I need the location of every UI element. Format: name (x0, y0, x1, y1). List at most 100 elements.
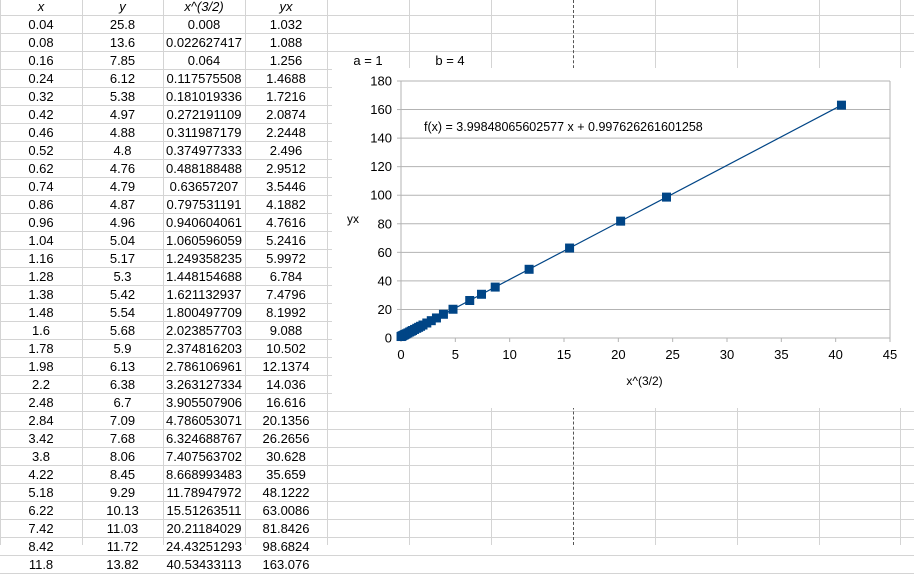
table-cell[interactable]: 4.87 (109, 197, 136, 212)
param-a-cell[interactable]: a = 1 (353, 53, 383, 68)
table-cell[interactable]: 2.2 (31, 377, 51, 392)
table-cell[interactable]: 3.8 (31, 449, 51, 464)
table-cell[interactable]: 1.800497709 (166, 305, 242, 320)
table-cell[interactable]: 1.088 (269, 35, 303, 50)
table-cell[interactable]: 0.064 (187, 53, 221, 68)
table-cell[interactable]: 7.42 (28, 521, 54, 536)
table-cell[interactable]: 0.008 (187, 17, 221, 32)
table-cell[interactable]: 6.13 (109, 359, 136, 374)
table-cell[interactable]: 1.6 (31, 323, 51, 338)
table-cell[interactable]: 1.621132937 (166, 287, 242, 302)
table-cell[interactable]: 7.4796 (266, 287, 306, 302)
table-cell[interactable]: 4.1882 (266, 197, 306, 212)
table-cell[interactable]: 5.2416 (266, 233, 306, 248)
table-cell[interactable]: 10.502 (266, 341, 306, 356)
table-cell[interactable]: 4.8 (113, 143, 132, 158)
table-cell[interactable]: 1.448154688 (166, 269, 242, 284)
table-cell[interactable]: 0.797531191 (166, 197, 242, 212)
table-cell[interactable]: 3.905507906 (166, 395, 242, 410)
table-cell[interactable]: 63.0086 (262, 503, 310, 518)
table-cell[interactable]: 4.76 (109, 161, 136, 176)
table-cell[interactable]: 0.311987179 (166, 125, 242, 140)
table-cell[interactable]: 0.96 (28, 215, 54, 230)
table-cell[interactable]: 1.38 (28, 287, 54, 302)
table-cell[interactable]: 15.51263511 (166, 503, 242, 518)
table-cell[interactable]: 6.12 (109, 71, 136, 86)
table-cell[interactable]: 40.53433113 (166, 557, 242, 572)
table-cell[interactable]: 4.96 (109, 215, 136, 230)
table-cell[interactable]: 0.940604061 (166, 215, 242, 230)
table-cell[interactable]: 2.84 (28, 413, 54, 428)
table-cell[interactable]: 8.42 (28, 539, 54, 554)
table-cell[interactable]: 8.668993483 (166, 467, 242, 482)
table-cell[interactable]: 0.08 (28, 35, 54, 50)
table-cell[interactable]: 20.21184029 (166, 521, 242, 536)
table-cell[interactable]: 2.48 (28, 395, 54, 410)
table-cell[interactable]: 7.407563702 (166, 449, 242, 464)
table-cell[interactable]: 13.82 (106, 557, 139, 572)
table-cell[interactable]: 25.8 (109, 17, 136, 32)
table-cell[interactable]: 5.9972 (266, 251, 306, 266)
table-cell[interactable]: 2.374816203 (166, 341, 242, 356)
table-cell[interactable]: 1.78 (28, 341, 54, 356)
table-cell[interactable]: 163.076 (262, 557, 310, 572)
table-cell[interactable]: 1.16 (28, 251, 54, 266)
table-cell[interactable]: 0.022627417 (166, 35, 242, 50)
table-cell[interactable]: 1.28 (28, 269, 54, 284)
table-cell[interactable]: 4.97 (109, 107, 136, 122)
table-cell[interactable]: 2.496 (269, 143, 303, 158)
table-cell[interactable]: 10.13 (106, 503, 139, 518)
table-cell[interactable]: 11.03 (106, 521, 139, 536)
table-cell[interactable]: 1.04 (28, 233, 54, 248)
table-cell[interactable]: 2.9512 (266, 161, 306, 176)
table-cell[interactable]: 11.72 (106, 539, 139, 554)
table-cell[interactable]: 0.74 (28, 179, 54, 194)
table-cell[interactable]: 6.38 (109, 377, 136, 392)
table-cell[interactable]: 2.023857703 (166, 323, 242, 338)
table-cell[interactable]: 4.79 (109, 179, 136, 194)
table-cell[interactable]: 0.117575508 (166, 71, 242, 86)
table-cell[interactable]: 81.8426 (262, 521, 310, 536)
table-cell[interactable]: 5.3 (113, 269, 132, 284)
table-cell[interactable]: 3.5446 (266, 179, 306, 194)
table-cell[interactable]: 5.68 (109, 323, 136, 338)
column-header-x[interactable]: x (37, 0, 45, 14)
table-cell[interactable]: 3.263127334 (166, 377, 242, 392)
table-cell[interactable]: 0.488188488 (166, 161, 242, 176)
table-cell[interactable]: 0.86 (28, 197, 54, 212)
table-cell[interactable]: 0.46 (28, 125, 54, 140)
table-cell[interactable]: 6.22 (28, 503, 54, 518)
table-cell[interactable]: 11.78947972 (166, 485, 242, 500)
table-cell[interactable]: 7.85 (109, 53, 136, 68)
table-cell[interactable]: 24.43251293 (166, 539, 242, 554)
column-header-x32[interactable]: x^(3/2) (184, 0, 224, 14)
table-cell[interactable]: 0.374977333 (166, 143, 242, 158)
table-cell[interactable]: 0.62 (28, 161, 54, 176)
table-cell[interactable]: 0.181019336 (166, 89, 242, 104)
table-cell[interactable]: 5.17 (109, 251, 136, 266)
table-cell[interactable]: 5.9 (113, 341, 132, 356)
table-cell[interactable]: 0.32 (28, 89, 54, 104)
table-cell[interactable]: 11.8 (28, 557, 54, 572)
table-cell[interactable]: 5.54 (109, 305, 136, 320)
table-cell[interactable]: 5.38 (109, 89, 136, 104)
table-cell[interactable]: 1.98 (28, 359, 54, 374)
table-cell[interactable]: 9.088 (269, 323, 303, 338)
scatter-chart[interactable]: 0 20 40 60 80 100 120 140 160 180 0 5 10 15 20 25 30 35 40… (332, 68, 914, 408)
table-cell[interactable]: 7.68 (109, 431, 136, 446)
table-cell[interactable]: 0.04 (28, 17, 54, 32)
table-cell[interactable]: 6.7 (113, 395, 132, 410)
table-cell[interactable]: 5.18 (28, 485, 54, 500)
table-cell[interactable]: 1.060596059 (166, 233, 242, 248)
table-cell[interactable]: 4.7616 (266, 215, 306, 230)
table-cell[interactable]: 0.63657207 (169, 179, 239, 194)
table-cell[interactable]: 1.48 (28, 305, 54, 320)
column-header-yx[interactable]: yx (279, 0, 293, 14)
table-cell[interactable]: 5.04 (109, 233, 136, 248)
param-b-cell[interactable]: b = 4 (435, 53, 465, 68)
table-cell[interactable]: 1.256 (269, 53, 303, 68)
table-cell[interactable]: 6.784 (269, 269, 303, 284)
table-cell[interactable]: 14.036 (266, 377, 306, 392)
table-cell[interactable]: 8.1992 (266, 305, 306, 320)
table-cell[interactable]: 20.1356 (262, 413, 310, 428)
